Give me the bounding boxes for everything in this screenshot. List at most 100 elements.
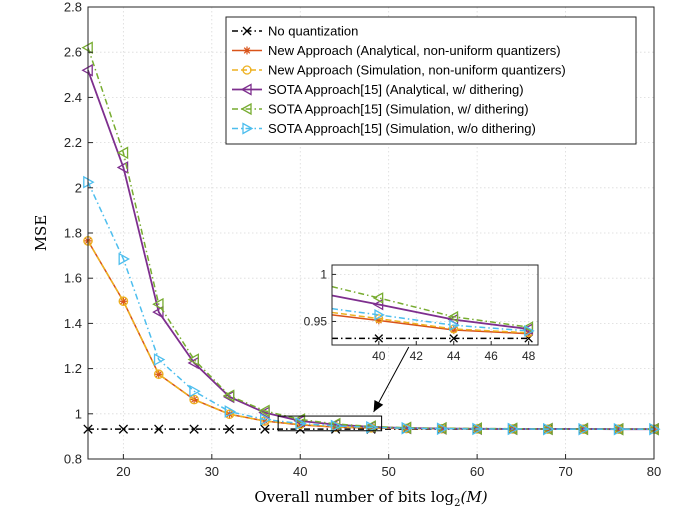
data-point-marker [472,422,484,436]
inset-y-tick-label: 0.95 [304,314,328,328]
zoom-indicator [277,346,410,432]
x-axis-label-arg: (M) [461,488,488,506]
data-point-marker [372,292,384,304]
legend-label: No quantization [268,24,358,39]
data-point-marker [578,422,590,436]
data-point-marker [522,321,534,333]
inset-series-0 [332,334,533,343]
inset-series-line [331,314,529,335]
data-point-marker [524,325,535,337]
data-point-marker [374,334,384,343]
y-tick-label: 2.6 [64,45,82,60]
data-point-marker [187,353,199,366]
inset-plot: 40 42 44 46 48 0.95 1 [304,264,539,363]
data-point-marker [118,424,129,434]
data-point-marker [374,309,385,321]
legend-label: New Approach (Analytical, non-uniform qu… [268,43,561,58]
data-point-marker [243,46,251,55]
x-tick-label: 70 [558,464,572,479]
series-5 [83,175,661,436]
data-point-marker [449,326,458,334]
x-tick-label: 30 [205,464,219,479]
data-point-marker [224,405,237,418]
x-axis-label-text: Overall number of bits [254,488,430,506]
data-point-marker [372,298,384,311]
data-point-marker [242,65,252,75]
inset-y-tick-label: 1 [320,267,327,281]
legend-label: SOTA Approach[15] (Analytical, w/ dither… [268,82,524,97]
y-tick-label: 2.8 [64,0,82,15]
legend: No quantization New Approach (Analytical,… [225,16,637,145]
inset-series-line [331,307,529,332]
y-tick-label: 2.4 [64,90,82,105]
data-point-marker [449,334,458,343]
data-point-marker [258,404,270,418]
inset-x-tick-label: 46 [485,349,499,363]
data-point-marker [153,369,164,380]
legend-entry: SOTA Approach[15] (Simulation, w/ dither… [232,102,529,117]
data-point-marker [81,41,93,55]
data-point-marker [401,421,413,435]
x-axis-label-sub: 2 [454,498,460,509]
inset-series-line [331,285,529,328]
inset-x-tick-label: 40 [372,349,386,363]
data-point-marker [119,297,128,306]
data-point-marker [436,422,449,436]
inset-x-tick-label: 42 [410,349,424,363]
data-point-marker [154,424,164,434]
data-point-marker [543,422,555,436]
legend-entry: SOTA Approach[15] (Simulation, w/o dithe… [232,121,536,136]
y-tick-label: 2 [75,180,82,195]
data-point-marker [296,420,305,430]
inset-series-line [331,294,529,330]
y-tick-label: 1.8 [64,226,82,241]
data-point-marker [507,422,520,436]
data-point-marker [260,413,272,426]
data-point-marker [260,424,270,434]
x-axis-label: Overall number of bits log2(M) [254,488,487,509]
inset-frame [331,264,539,346]
inset-series-4 [331,285,534,333]
data-point-marker [154,370,163,379]
data-point-marker [649,422,661,436]
inset-series-5 [331,307,535,337]
data-point-marker [260,416,270,426]
data-point-marker [240,83,252,96]
series-line [87,181,654,430]
data-point-marker [447,310,459,323]
data-point-marker [224,424,235,434]
data-point-marker [222,389,235,403]
x-tick-label: 40 [293,464,307,479]
legend-entry: SOTA Approach[15] (Analytical, w/ dither… [232,82,524,97]
data-point-marker [329,417,341,431]
x-tick-label: 20 [116,464,130,479]
data-point-marker [152,297,164,311]
data-point-marker [118,296,129,307]
data-point-marker [189,424,199,434]
y-axis-label: MSE [32,215,50,252]
data-point-marker [240,102,252,116]
data-point-marker [242,122,254,135]
x-tick-label: 50 [381,464,395,479]
y-tick-label: 0.8 [64,452,82,467]
legend-label: New Approach (Simulation, non-uniform qu… [268,63,566,78]
inset-x-tick-label: 44 [447,349,461,363]
zoom-arrow-head [373,400,384,413]
data-point-marker [613,422,626,436]
y-tick-label: 1.4 [64,316,82,331]
data-point-marker [293,413,306,426]
data-point-marker [83,175,95,189]
data-point-marker [242,26,252,36]
x-tick-label: 80 [647,464,661,479]
data-point-marker [118,252,130,266]
zoom-arrow-line [373,346,410,413]
data-point-marker [116,146,129,160]
y-tick-label: 1 [75,406,82,421]
main-axis-ticks: 20 30 40 50 60 70 80 0.8 1 1.2 1.4 1.6 1.8 2 2.2 2.4 2.6… [64,0,661,479]
legend-entry: New Approach (Simulation, non-uniform qu… [232,63,566,78]
data-point-marker [189,394,199,405]
inset-series-line [331,311,529,334]
legend-label: SOTA Approach[15] (Simulation, w/o dithe… [268,121,536,136]
data-point-marker [375,316,383,325]
